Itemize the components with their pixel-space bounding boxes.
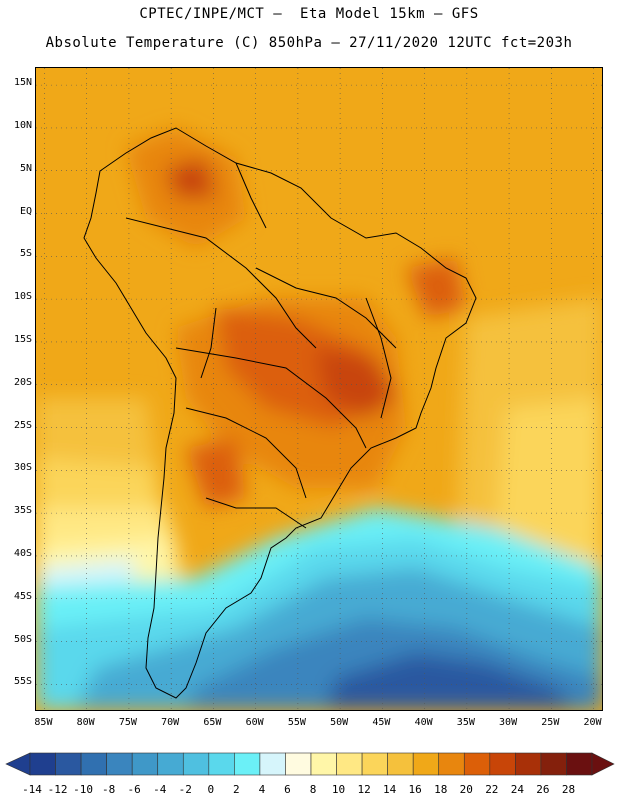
colorbar-swatch (131, 752, 159, 776)
lon-label: 30W (499, 717, 518, 728)
colorbar-swatch (336, 752, 363, 776)
colorbar-swatch (80, 752, 107, 776)
border-line (175, 347, 367, 449)
colorbar-tick-label: 22 (485, 783, 499, 796)
graticule (36, 68, 602, 710)
lat-label: 15S (13, 333, 32, 345)
lon-label: 65W (203, 717, 222, 728)
temperature-map (35, 67, 603, 711)
lat-label: 5N (19, 162, 32, 174)
colorbar-swatch (55, 752, 82, 776)
lon-label: 25W (541, 717, 560, 728)
colorbar-swatch (361, 752, 388, 776)
lat-label: 40S (13, 547, 32, 559)
colorbar-canvas (5, 752, 615, 776)
border-line (185, 407, 307, 499)
colorbar-swatch (566, 752, 593, 776)
colorbar-tick-label: 6 (284, 783, 291, 796)
lat-label: 30S (13, 462, 32, 474)
colorbar-tick-label: 4 (258, 783, 266, 796)
lon-label: 35W (456, 717, 475, 728)
colorbar-tick-label: -8 (102, 783, 116, 796)
border-line (200, 307, 217, 379)
colorbar-swatch (182, 752, 210, 776)
lat-label: 35S (13, 505, 32, 517)
lat-label: 55S (13, 676, 32, 688)
colorbar-swatch (515, 752, 542, 776)
border-line (205, 497, 307, 529)
lon-label: 85W (34, 717, 53, 728)
colorbar-tick-label: 14 (383, 783, 397, 796)
map-canvas (36, 68, 602, 710)
colorbar-tick-label: 26 (536, 783, 550, 796)
lat-label: 25S (13, 419, 32, 431)
title-line-2: Absolute Temperature (C) 850hPa – 27/11/… (45, 35, 573, 51)
colorbar-swatch (438, 752, 465, 776)
lat-label: 5S (19, 248, 32, 260)
coastline (83, 127, 477, 699)
lat-label: 45S (13, 590, 32, 602)
colorbar-left-arrow (5, 752, 31, 776)
lat-label: 50S (13, 633, 32, 645)
border-line (255, 267, 397, 349)
colorbar-swatch (259, 752, 286, 776)
colorbar-tick-label: -12 (47, 783, 68, 796)
colorbar-tick-label: 24 (510, 783, 524, 796)
lat-label: 15N (13, 77, 32, 89)
colorbar-swatch (540, 752, 567, 776)
colorbar-tick-label: 8 (309, 783, 317, 796)
lat-label: EQ (19, 205, 32, 217)
colorbar-tick-label: 20 (459, 783, 473, 796)
colorbar-tick-label: -2 (178, 783, 192, 796)
lon-label: 75W (118, 717, 137, 728)
colorbar-tick-label: 18 (434, 783, 448, 796)
colorbar-tick-label: -10 (73, 783, 94, 796)
colorbar-right-arrow (591, 752, 615, 776)
colorbar-swatch (234, 752, 261, 776)
colorbar-swatch (387, 752, 414, 776)
colorbar-swatch (489, 752, 516, 776)
lon-label: 55W (287, 717, 306, 728)
colorbar-swatch (285, 752, 312, 776)
lon-label: 45W (372, 717, 391, 728)
colorbar-swatch (157, 752, 184, 776)
colorbar-swatch (463, 752, 491, 776)
lon-label: 20W (583, 717, 602, 728)
border-line (365, 297, 392, 419)
border-line (235, 162, 267, 229)
colorbar-tick-label: 12 (357, 783, 371, 796)
border-line (125, 217, 317, 349)
colorbar-swatch (208, 752, 235, 776)
title-line-1: CPTEC/INPE/MCT – Eta Model 15km – GFS (139, 6, 479, 22)
colorbar-tick-label: 0 (207, 783, 215, 796)
colorbar-swatch (310, 752, 337, 776)
colorbar (0, 745, 618, 800)
lon-label: 60W (245, 717, 264, 728)
colorbar-tick-label: 16 (408, 783, 422, 796)
colorbar-tick-label: 28 (561, 783, 576, 796)
lat-label: 20S (13, 376, 32, 388)
colorbar-swatch (412, 752, 440, 776)
lat-label: 10N (13, 119, 32, 131)
temperature-field (36, 128, 602, 710)
colorbar-tick-label: 2 (233, 783, 240, 796)
continent-outline (83, 127, 477, 699)
lon-label: 70W (161, 717, 180, 728)
colorbar-tick-label: -4 (153, 783, 167, 796)
colorbar-tick-label: -14 (22, 783, 42, 796)
lon-label: 80W (76, 717, 95, 728)
lon-label: 50W (330, 717, 349, 728)
colorbar-tick-label: -6 (127, 783, 141, 796)
lat-label: 10S (13, 291, 32, 303)
lon-label: 40W (414, 717, 433, 728)
colorbar-swatch (106, 752, 133, 776)
colorbar-tick-label: 10 (331, 783, 346, 796)
colorbar-swatch (29, 752, 56, 776)
